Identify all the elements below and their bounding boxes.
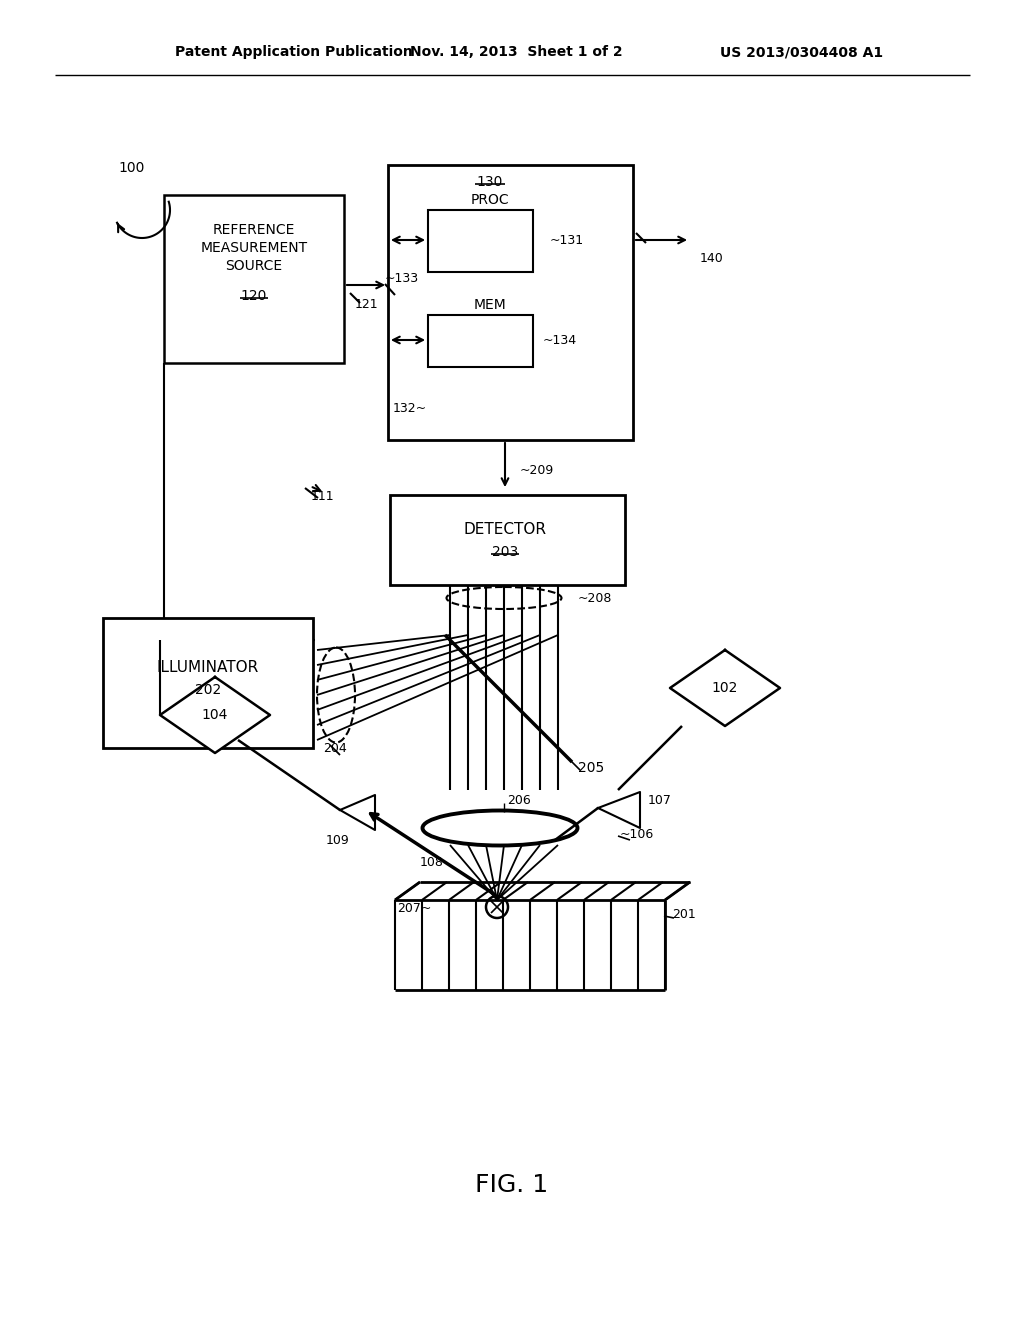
Text: PROC: PROC — [471, 193, 509, 207]
Text: 111: 111 — [310, 491, 334, 503]
Text: 104: 104 — [202, 708, 228, 722]
Bar — [164, 195, 344, 363]
Text: SOURCE: SOURCE — [225, 259, 283, 273]
Text: 203: 203 — [492, 545, 518, 558]
Text: 202: 202 — [195, 682, 221, 697]
Polygon shape — [340, 795, 375, 830]
Text: MEM: MEM — [474, 298, 507, 312]
Text: Patent Application Publication: Patent Application Publication — [175, 45, 413, 59]
Text: ~134: ~134 — [543, 334, 578, 346]
Text: 207~: 207~ — [397, 902, 432, 915]
Bar — [388, 165, 633, 440]
Text: ILLUMINATOR: ILLUMINATOR — [157, 660, 259, 676]
Text: ~133: ~133 — [385, 272, 419, 285]
Text: Nov. 14, 2013  Sheet 1 of 2: Nov. 14, 2013 Sheet 1 of 2 — [410, 45, 623, 59]
Bar — [103, 618, 313, 748]
Text: 109: 109 — [326, 833, 350, 846]
Text: 130: 130 — [477, 176, 503, 189]
Text: 120: 120 — [241, 289, 267, 304]
Text: 201: 201 — [672, 908, 695, 921]
Text: 121: 121 — [354, 298, 378, 312]
Text: 205: 205 — [578, 762, 604, 775]
Text: DETECTOR: DETECTOR — [464, 523, 547, 537]
Text: REFERENCE: REFERENCE — [213, 223, 295, 238]
Bar — [428, 210, 534, 272]
Text: ~106: ~106 — [620, 829, 654, 842]
Polygon shape — [160, 677, 270, 752]
Polygon shape — [670, 649, 780, 726]
Text: 102: 102 — [712, 681, 738, 696]
Text: 206: 206 — [507, 793, 530, 807]
Text: 204: 204 — [324, 742, 347, 755]
Polygon shape — [598, 792, 640, 828]
Text: ~208: ~208 — [578, 591, 612, 605]
Text: ~209: ~209 — [520, 463, 554, 477]
Text: 140: 140 — [700, 252, 724, 264]
Text: 132~: 132~ — [393, 401, 427, 414]
Bar — [390, 495, 625, 585]
Bar — [428, 315, 534, 367]
Text: FIG. 1: FIG. 1 — [475, 1173, 549, 1197]
Text: 100: 100 — [118, 161, 144, 176]
Text: 108: 108 — [420, 855, 444, 869]
Text: US 2013/0304408 A1: US 2013/0304408 A1 — [720, 45, 883, 59]
Text: 107: 107 — [648, 793, 672, 807]
Text: ~131: ~131 — [550, 234, 584, 247]
Text: MEASUREMENT: MEASUREMENT — [201, 242, 307, 255]
